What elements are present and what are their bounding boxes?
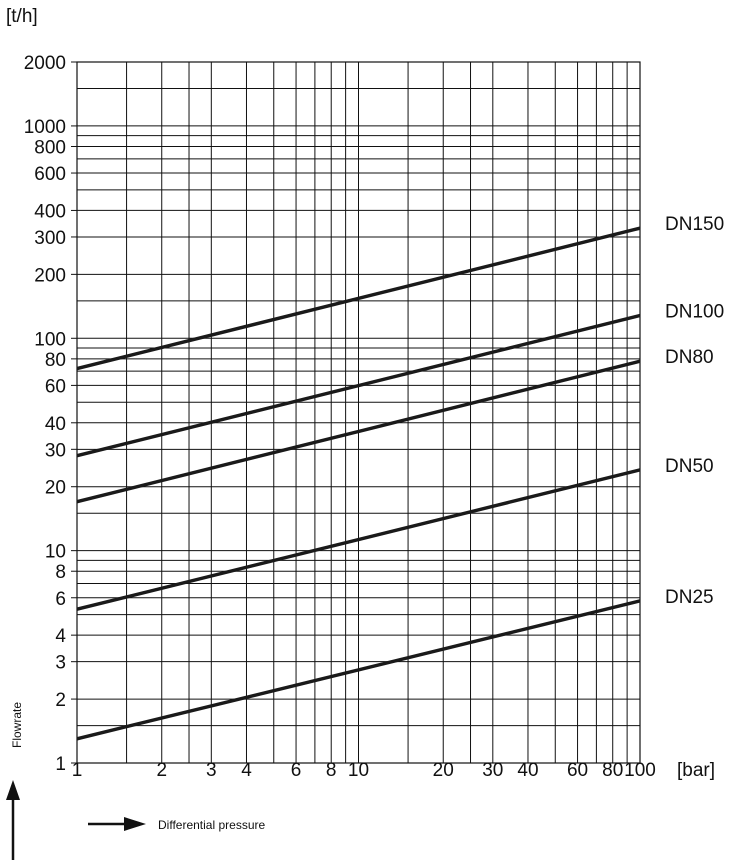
x-tick-label: 6 bbox=[291, 760, 302, 781]
y-tick-label: 40 bbox=[45, 414, 66, 435]
x-tick-label: 20 bbox=[433, 760, 454, 781]
x-tick-label: 10 bbox=[348, 760, 369, 781]
x-tick-label: 40 bbox=[517, 760, 538, 781]
y-tick-label: 100 bbox=[34, 329, 66, 350]
x-tick-label: 100 bbox=[624, 760, 656, 781]
y-tick-label: 6 bbox=[55, 589, 66, 610]
x-tick-label: 80 bbox=[602, 760, 623, 781]
series-label-dn50: DN50 bbox=[665, 456, 714, 477]
series-label-dn100: DN100 bbox=[665, 302, 724, 323]
y-tick-label: 60 bbox=[45, 376, 66, 397]
y-tick-label: 300 bbox=[34, 228, 66, 249]
y-tick-label: 4 bbox=[55, 626, 66, 647]
grid bbox=[77, 62, 640, 763]
y-tick-label: 600 bbox=[34, 164, 66, 185]
y-tick-label: 30 bbox=[45, 440, 66, 461]
x-axis-title: Differential pressure bbox=[158, 818, 265, 832]
tick-labels: 1234681020304060801002003004006008001000… bbox=[24, 53, 724, 781]
x-tick-label: 4 bbox=[241, 760, 252, 781]
y-tick-label: 1 bbox=[55, 754, 66, 775]
y-tick-label: 800 bbox=[34, 138, 66, 159]
x-tick-label: 60 bbox=[567, 760, 588, 781]
series-label-dn25: DN25 bbox=[665, 587, 714, 608]
x-tick-label: 3 bbox=[206, 760, 217, 781]
x-tick-label: 2 bbox=[156, 760, 167, 781]
y-tick-label: 400 bbox=[34, 201, 66, 222]
y-tick-label: 20 bbox=[45, 478, 66, 499]
y-tick-label: 2000 bbox=[24, 53, 66, 74]
x-tick-label: 1 bbox=[72, 760, 83, 781]
y-tick-label: 200 bbox=[34, 265, 66, 286]
x-tick-label: 8 bbox=[326, 760, 337, 781]
x-unit-label: [bar] bbox=[677, 760, 715, 781]
y-tick-label: 2 bbox=[55, 690, 66, 711]
y-tick-label: 3 bbox=[55, 653, 66, 674]
y-unit-label: [t/h] bbox=[6, 6, 38, 27]
x-axis-arrow bbox=[88, 817, 146, 831]
y-tick-label: 10 bbox=[45, 542, 66, 563]
series-label-dn80: DN80 bbox=[665, 347, 714, 368]
series-label-dn150: DN150 bbox=[665, 214, 724, 235]
y-tick-label: 1000 bbox=[24, 117, 66, 138]
y-tick-label: 8 bbox=[55, 562, 66, 583]
y-axis-title: Flowrate bbox=[10, 702, 24, 748]
x-tick-label: 30 bbox=[482, 760, 503, 781]
y-axis-arrow bbox=[6, 780, 20, 860]
y-tick-label: 80 bbox=[45, 350, 66, 371]
